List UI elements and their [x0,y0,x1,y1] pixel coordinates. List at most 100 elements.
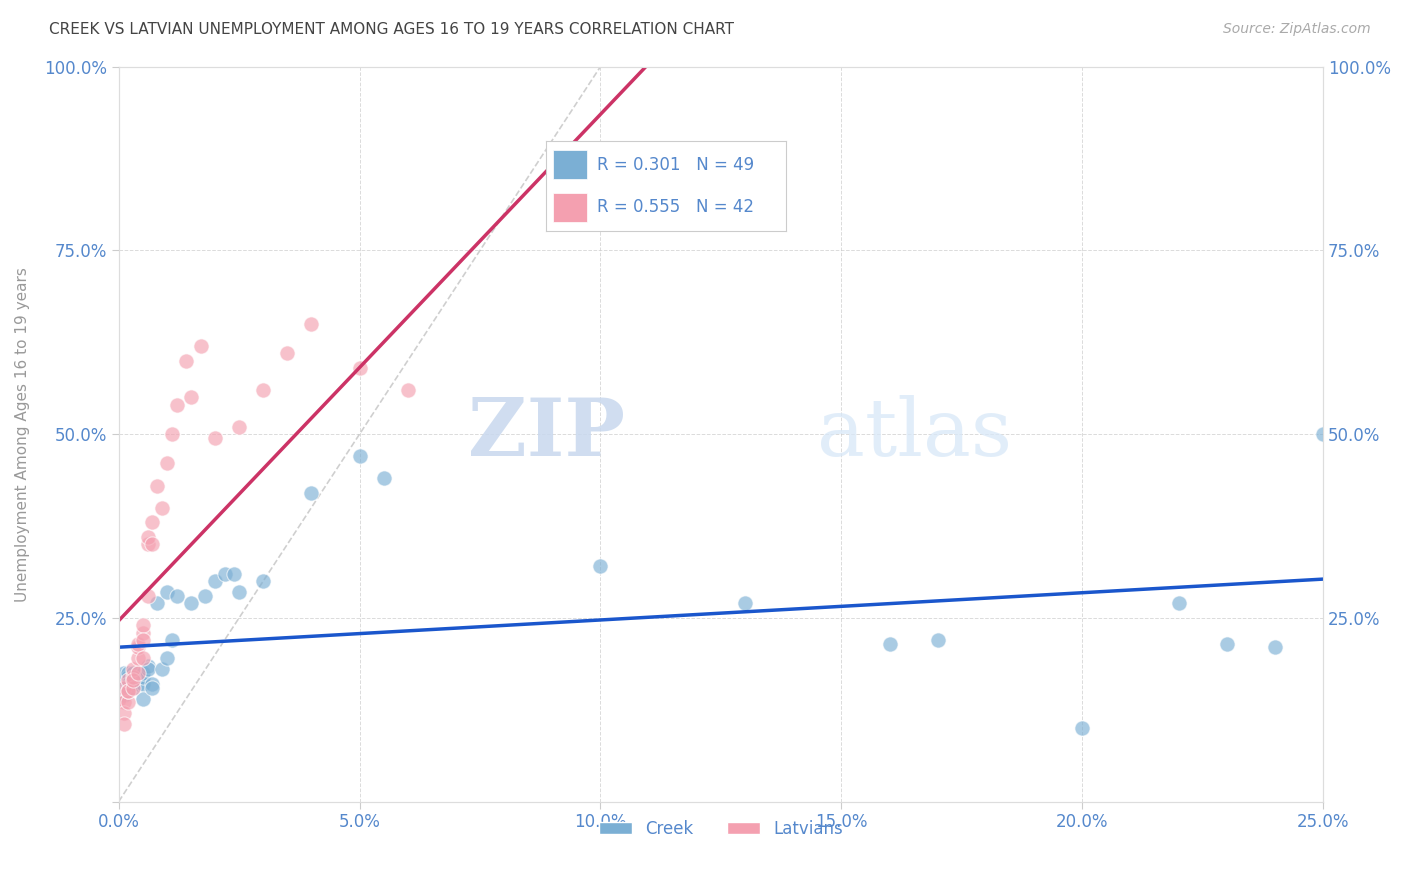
Point [1264,640,1286,655]
Point [107,691,129,706]
Point [1312,427,1334,442]
Point [122,665,145,680]
Point [734,596,756,610]
Point [117,684,139,698]
Point [127,636,149,650]
Point [117,684,139,698]
Point [686,169,709,184]
Text: CREEK VS LATVIAN UNEMPLOYMENT AMONG AGES 16 TO 19 YEARS CORRELATION CHART: CREEK VS LATVIAN UNEMPLOYMENT AMONG AGES… [49,22,734,37]
Point [252,574,274,588]
Point [117,677,139,691]
Point [132,651,155,665]
Point [373,471,395,485]
Point [141,681,163,695]
Point [112,717,135,731]
Point [136,662,159,676]
Point [132,632,155,647]
Point [299,317,322,331]
Point [136,589,159,603]
Point [122,677,145,691]
Point [150,500,173,515]
Point [112,695,135,709]
Y-axis label: Unemployment Among Ages 16 to 19 years: Unemployment Among Ages 16 to 19 years [15,267,30,601]
Point [228,419,250,434]
Point [194,589,217,603]
Point [927,632,949,647]
Point [879,636,901,650]
Point [224,566,246,581]
Point [141,537,163,551]
Point [190,339,212,353]
Point [122,662,145,676]
Point [132,665,155,680]
Point [117,695,139,709]
Point [136,658,159,673]
Point [132,618,155,632]
Point [127,640,149,655]
Point [132,691,155,706]
Text: Source: ZipAtlas.com: Source: ZipAtlas.com [1223,22,1371,37]
Point [122,681,145,695]
Point [349,360,371,375]
Point [252,383,274,397]
Point [156,651,179,665]
Point [174,353,197,368]
Point [166,589,188,603]
Point [112,681,135,695]
Point [228,585,250,599]
Point [1216,636,1239,650]
Point [214,566,236,581]
Point [141,516,163,530]
Point [112,681,135,695]
Point [136,537,159,551]
Text: atlas: atlas [817,395,1012,473]
Point [132,625,155,640]
Point [112,665,135,680]
Point [141,677,163,691]
Point [132,677,155,691]
Point [589,559,612,574]
Point [112,706,135,721]
Point [180,596,202,610]
Point [180,390,202,404]
Legend: Creek, Latvians: Creek, Latvians [592,814,849,845]
Point [150,662,173,676]
Text: R = 0.301   N = 49: R = 0.301 N = 49 [596,155,754,174]
Point [146,596,169,610]
Text: ZIP: ZIP [468,395,624,473]
Point [156,585,179,599]
Point [349,449,371,463]
Point [117,681,139,695]
Point [122,681,145,695]
Point [276,346,298,360]
Point [166,398,188,412]
Point [117,665,139,680]
Point [127,665,149,680]
Point [299,486,322,500]
Point [132,670,155,684]
Point [122,670,145,684]
Point [127,670,149,684]
Point [117,673,139,688]
Point [136,530,159,544]
Point [204,574,226,588]
Point [117,670,139,684]
Text: R = 0.555   N = 42: R = 0.555 N = 42 [596,198,754,217]
Point [160,427,183,442]
Point [160,632,183,647]
Point [112,673,135,688]
Point [204,431,226,445]
Point [146,478,169,492]
Point [1167,596,1189,610]
Point [156,457,179,471]
FancyBboxPatch shape [554,194,586,222]
Point [112,688,135,702]
Point [127,651,149,665]
Point [122,673,145,688]
Point [127,677,149,691]
Point [396,383,419,397]
Point [107,673,129,688]
Point [122,673,145,688]
FancyBboxPatch shape [554,151,586,179]
Point [1071,721,1094,735]
